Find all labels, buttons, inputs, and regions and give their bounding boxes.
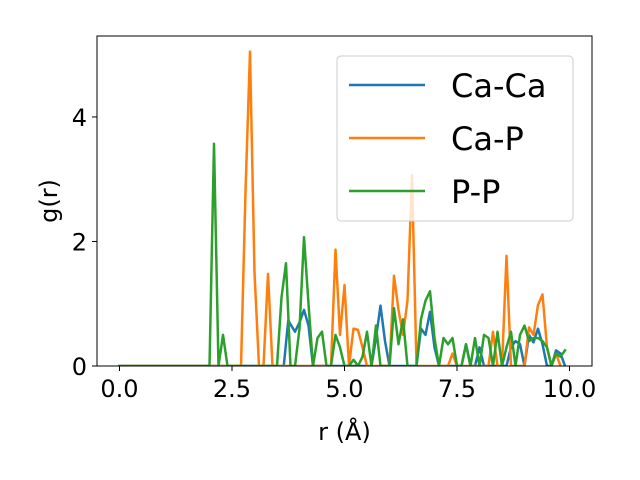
legend-label-ca-ca: Ca-Ca: [451, 67, 546, 105]
series-line-ca-ca: [118, 304, 567, 366]
legend: Ca-Ca Ca-P P-P: [336, 55, 574, 222]
axes: 0.0 2.5 5.0 7.5 10.0 0 2 4 r (Å) g(r): [35, 35, 596, 446]
x-tick-label: 0.0: [100, 375, 138, 403]
legend-box: [336, 55, 574, 222]
x-tick-label: 10.0: [543, 375, 596, 403]
legend-label-ca-p: Ca-P: [451, 120, 524, 158]
y-tick-label: 0: [72, 353, 87, 381]
y-axis-label: g(r): [35, 179, 63, 223]
plot-area: [118, 50, 567, 366]
legend-label-p-p: P-P: [451, 173, 500, 211]
x-tick-label: 5.0: [325, 375, 363, 403]
series-line-p-p: [118, 142, 567, 366]
series-line-ca-p: [118, 50, 562, 366]
y-tick-label: 2: [72, 228, 87, 256]
y-tick-label: 4: [72, 104, 87, 132]
x-axis-label: r (Å): [318, 417, 371, 446]
x-tick-label: 7.5: [438, 375, 476, 403]
x-tick-label: 2.5: [213, 375, 251, 403]
